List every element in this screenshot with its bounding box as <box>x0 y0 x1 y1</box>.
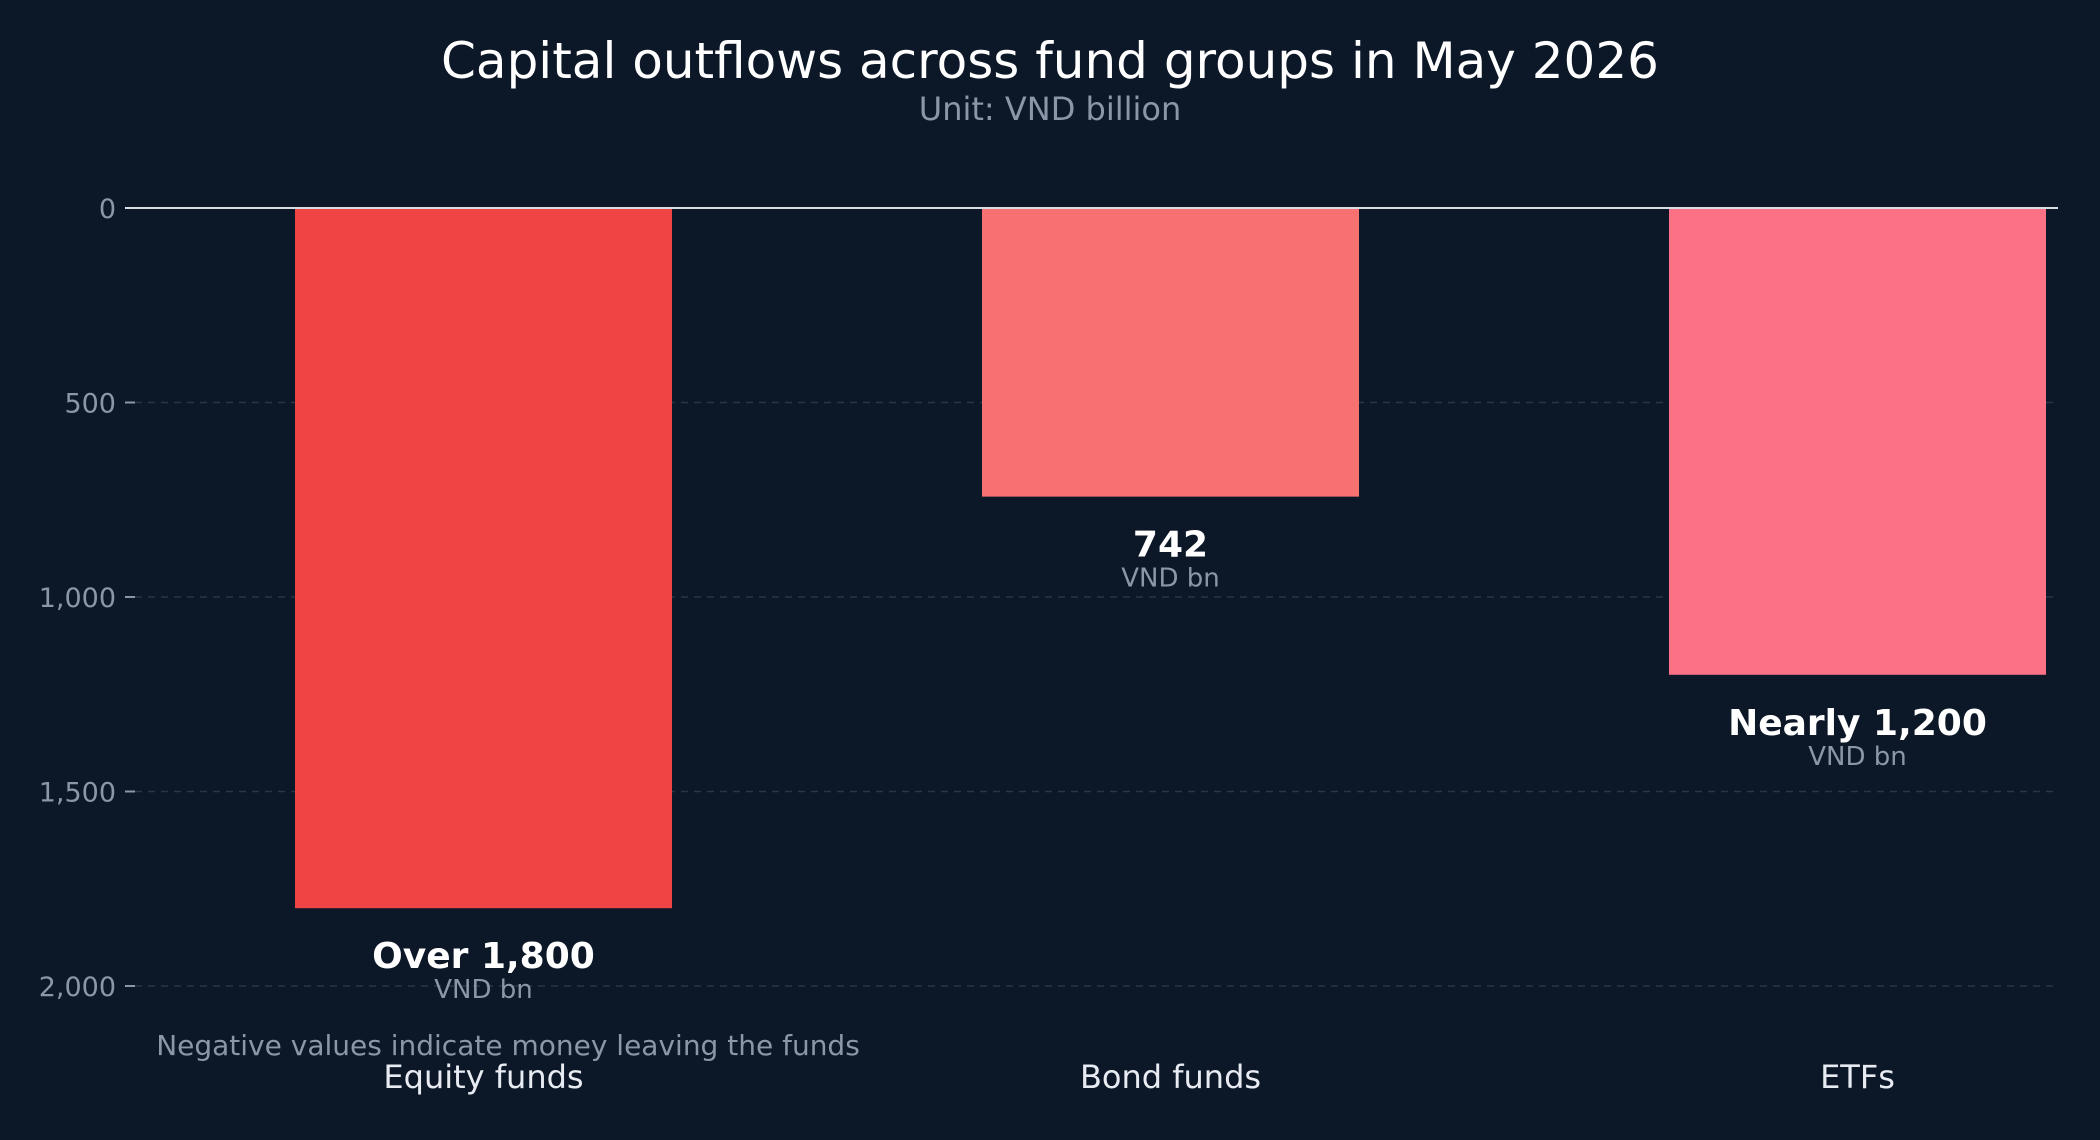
data-label-unit: VND bn <box>434 975 533 1005</box>
data-label-unit: VND bn <box>1121 564 1220 594</box>
bar <box>982 208 1359 497</box>
data-label-value: Over 1,800 <box>372 936 595 977</box>
bar <box>1669 208 2046 675</box>
y-tick-label: 2,000 <box>39 972 116 1003</box>
y-tick-label: 1,000 <box>39 583 116 614</box>
x-category-label: ETFs <box>1820 1058 1895 1096</box>
data-label-unit: VND bn <box>1808 742 1907 772</box>
data-label-value: Nearly 1,200 <box>1728 703 1987 744</box>
chart-title: Capital outflows across fund groups in M… <box>441 32 1659 90</box>
x-axis: Equity funds Bond funds ETFs <box>383 1058 1895 1096</box>
bars <box>295 208 2046 909</box>
y-tick-label: 500 <box>64 389 116 420</box>
x-category-label: Bond funds <box>1080 1058 1261 1096</box>
y-axis: 0 500 1,000 1,500 2,000 <box>39 194 135 1003</box>
x-category-label: Equity funds <box>383 1058 583 1096</box>
bar <box>295 208 672 909</box>
data-label-value: 742 <box>1133 525 1208 566</box>
chart-subtitle: Unit: VND billion <box>919 90 1181 128</box>
y-tick-label: 1,500 <box>39 778 116 809</box>
y-tick-label: 0 <box>99 194 116 225</box>
chart-note: Negative values indicate money leaving t… <box>156 1029 860 1062</box>
